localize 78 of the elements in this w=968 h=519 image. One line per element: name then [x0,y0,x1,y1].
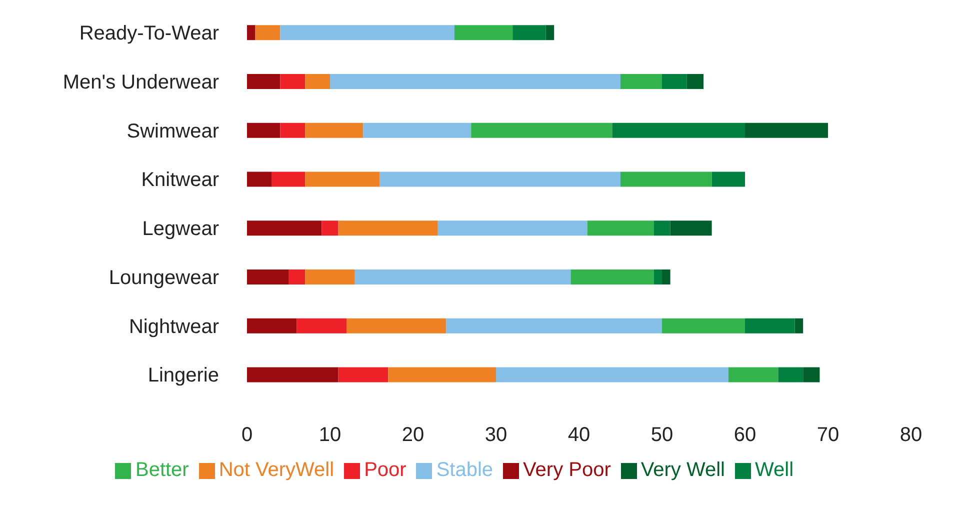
bar [654,220,670,236]
bar [280,122,306,138]
x-tick-label: 50 [650,424,674,446]
legend-label: Very Well [640,459,725,481]
x-tick-label: 40 [568,424,590,446]
bar [363,122,472,138]
legend-label: Not VeryWell [218,459,334,481]
bar [255,25,280,40]
bar [587,220,654,236]
bar [247,122,280,138]
bar [305,172,380,187]
x-tick-label: 10 [318,424,342,446]
legend-label: Poor [364,459,406,481]
bar [247,367,338,382]
y-tick-label: Knitwear [141,169,220,192]
bar [728,367,778,382]
y-tick-label: Ready-To-Wear [79,22,220,45]
bar [654,269,662,284]
bar [305,74,330,89]
bar [338,220,438,236]
bar [247,172,272,187]
x-tick-label: 30 [484,424,508,446]
x-tick-label: 70 [816,424,840,446]
bar [794,318,804,334]
bar [662,269,670,284]
bar [330,74,620,89]
bar [247,74,280,89]
bar [380,172,620,187]
bar [496,367,728,382]
y-tick-label: Swimwear [126,120,220,142]
bar [662,74,687,89]
bar [247,318,297,334]
bar [388,367,496,382]
bar [778,367,804,382]
y-tick-label: Loungewear [108,266,220,289]
bar [570,269,654,284]
bar [305,122,364,138]
bar [670,220,712,236]
bar [454,25,513,40]
x-tick-label: 0 [241,424,253,446]
legend-label: Stable [436,459,494,481]
legend-label: Very Poor [523,459,611,481]
legend-label: Better [135,459,189,481]
y-tick-label: Lingerie [148,364,219,387]
x-tick-label: 80 [900,424,922,446]
y-tick-label: Nightwear [128,316,220,338]
bar [745,122,828,138]
bar [305,269,355,284]
bar [512,25,546,40]
x-tick-label: 60 [734,424,756,446]
bar [280,74,306,89]
bar [686,74,704,89]
bar [612,122,745,138]
bar [546,25,554,40]
bar [354,269,571,284]
bar [745,318,795,334]
bar [322,220,338,236]
x-tick-label: 20 [402,424,424,446]
legend-label: Well [754,459,794,481]
bar [620,172,712,187]
bar [247,269,288,284]
bar [712,172,745,187]
bar [446,318,662,334]
bar [247,220,322,236]
bar [280,25,454,40]
bar [338,367,388,382]
bar [438,220,588,236]
bar [471,122,612,138]
bar [288,269,306,284]
bar [272,172,306,187]
bar [296,318,347,334]
bar [620,74,662,89]
y-tick-label: Legwear [142,218,220,240]
y-tick-label: Men's Underwear [62,71,220,94]
bar [346,318,446,334]
bar [247,25,256,40]
bar [803,367,820,382]
bar [662,318,745,334]
